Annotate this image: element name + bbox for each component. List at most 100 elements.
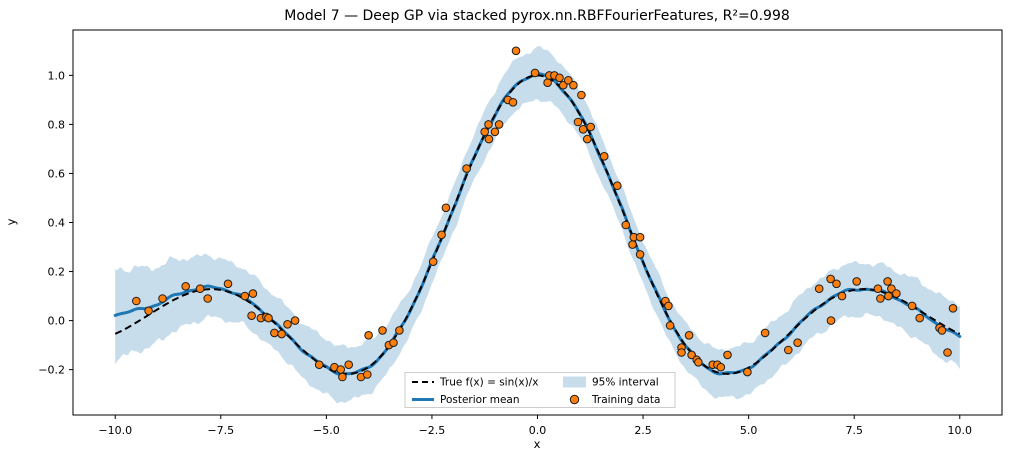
training-point [635, 232, 645, 242]
training-point [664, 301, 673, 311]
legend-label: 95% interval [592, 377, 659, 389]
confidence-band-layer [115, 45, 960, 404]
training-point [395, 326, 404, 335]
training-point [508, 98, 518, 107]
y-tick-label: 1.0 [48, 69, 66, 82]
training-point [883, 277, 892, 286]
training-point [852, 277, 862, 286]
training-point [887, 284, 896, 294]
training-point [635, 250, 645, 259]
training-point [743, 367, 752, 377]
training-point [826, 274, 835, 284]
x-tick-label: −2.5 [419, 424, 446, 437]
x-tick-label: 5.0 [740, 424, 758, 437]
y-tick-label: 0.2 [48, 266, 66, 279]
training-point [511, 46, 521, 56]
training-point [884, 291, 893, 301]
legend-box [404, 372, 676, 408]
training-point [907, 301, 917, 311]
legend-label: Training data [591, 394, 660, 406]
training-point [181, 282, 190, 291]
training-point [240, 291, 250, 301]
training-point [873, 284, 883, 294]
training-point [555, 73, 564, 83]
y-tick-label: 0.4 [48, 217, 66, 230]
curve-layer [113, 72, 962, 376]
posterior-mean-line [113, 72, 962, 376]
training-point [132, 296, 141, 306]
x-tick-label: −10.0 [98, 424, 132, 437]
training-point [784, 345, 793, 355]
training-point [490, 127, 500, 137]
training-point [687, 350, 696, 360]
training-point [480, 127, 490, 137]
training-point [892, 289, 901, 298]
training-point [760, 328, 770, 338]
training-point [336, 365, 346, 374]
training-point [543, 78, 552, 87]
training-point [837, 291, 847, 301]
legend-label: True f(x) = sin(x)/x [439, 377, 538, 389]
training-point [277, 329, 286, 339]
training-point [948, 304, 958, 313]
training-point [559, 80, 568, 90]
training-point [599, 152, 609, 161]
training-point [915, 313, 925, 323]
training-point [716, 362, 726, 372]
training-point [578, 125, 588, 134]
training-point [494, 120, 504, 129]
training-point [484, 120, 493, 129]
training-point [723, 350, 732, 360]
training-point [826, 316, 836, 325]
training-point [484, 134, 494, 144]
training-point [814, 284, 824, 294]
training-point [832, 279, 841, 289]
training-point [564, 76, 573, 85]
training-point [283, 320, 292, 329]
training-point [158, 294, 167, 303]
training-point [876, 294, 885, 303]
x-tick-label: 10.0 [948, 424, 973, 437]
legend: True f(x) = sin(x)/x Posterior mean 95% in… [404, 372, 676, 408]
axes-layer: −10.0 −7.5 −5.0 −2.5 0.0 2.5 5.0 7.5 10.0 −0.2 0.0… [38, 29, 1003, 437]
training-point [677, 348, 686, 357]
training-point [694, 358, 703, 367]
y-tick-label: 0.6 [48, 167, 66, 180]
y-tick-label: −0.2 [38, 364, 65, 377]
y-axis-label: y [4, 218, 18, 225]
x-tick-label: −7.5 [207, 424, 234, 437]
x-tick-label: 2.5 [634, 424, 652, 437]
training-point [943, 348, 952, 357]
training-point [665, 321, 675, 330]
y-tick-label: 0.8 [48, 118, 66, 131]
chart-title: Model 7 — Deep GP via stacked pyrox.nn.R… [284, 8, 790, 24]
training-point [937, 326, 947, 335]
training-point [223, 279, 233, 289]
true-function-line [114, 74, 961, 375]
x-axis-label: x [534, 437, 541, 451]
training-point [793, 338, 802, 348]
x-tick-label: 0.0 [529, 424, 547, 437]
scatter-layer [132, 46, 958, 382]
legend-patch-sample [563, 376, 586, 388]
training-point [628, 240, 637, 249]
training-point [338, 372, 347, 382]
training-point [203, 294, 212, 303]
x-tick-label: 7.5 [845, 424, 863, 437]
training-point [569, 80, 578, 90]
training-point [344, 360, 354, 370]
training-point [364, 331, 373, 340]
training-point [195, 284, 205, 294]
training-point [577, 90, 586, 100]
training-point [270, 328, 279, 338]
legend-marker-sample [569, 394, 580, 405]
legend-label: Posterior mean [440, 394, 520, 406]
training-point [684, 331, 694, 340]
training-point [389, 338, 398, 348]
training-point [428, 257, 438, 267]
training-point [247, 311, 256, 321]
training-point [363, 370, 372, 379]
y-tick-label: 0.0 [48, 315, 66, 328]
confidence-band [115, 45, 960, 404]
